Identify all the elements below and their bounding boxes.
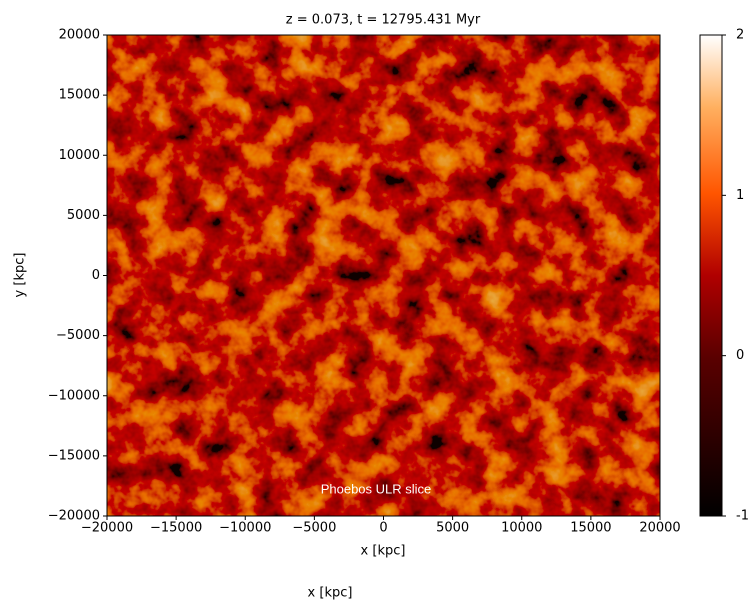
overlay-text: Phoebos ULR slice xyxy=(321,481,432,496)
y-tick-label: 10000 xyxy=(59,148,100,163)
x-tick-label: −10000 xyxy=(219,521,271,536)
colorbar-tick-label: 0 xyxy=(736,348,744,363)
colorbar xyxy=(700,35,722,516)
y-tick-label: 0 xyxy=(92,268,100,283)
density-image xyxy=(107,35,660,516)
colorbar-tick-label: 2 xyxy=(736,28,744,43)
x-tick-label: 0 xyxy=(379,521,387,536)
x-tick-label: 20000 xyxy=(639,521,680,536)
chart-title: z = 0.073, t = 12795.431 Myr xyxy=(286,13,481,28)
y-tick-label: −5000 xyxy=(56,328,100,343)
x-axis-label: x [kpc] xyxy=(361,544,406,559)
y-axis-label: y [kpc] xyxy=(13,253,28,298)
y-tick-label: −15000 xyxy=(48,448,100,463)
y-tick-label: 20000 xyxy=(59,28,100,43)
x-tick-label: 5000 xyxy=(436,521,469,536)
colorbar-tick-label: 1 xyxy=(736,188,744,203)
x-tick-label: 15000 xyxy=(570,521,611,536)
y-tick-label: 15000 xyxy=(59,88,100,103)
page: {"chart_data": {"type": "image", "title"… xyxy=(0,0,752,603)
x-tick-label: −5000 xyxy=(292,521,336,536)
y-tick-label: 5000 xyxy=(67,208,100,223)
y-tick-label: −20000 xyxy=(48,509,100,524)
x-tick-label: −15000 xyxy=(150,521,202,536)
second-x-axis-label: x [kpc] xyxy=(308,586,353,601)
chart: z = 0.073, t = 12795.431 Myr x [kpc] y [… xyxy=(0,0,752,603)
x-tick-label: 10000 xyxy=(501,521,542,536)
y-tick-label: −10000 xyxy=(48,388,100,403)
colorbar-tick-label: -1 xyxy=(736,509,749,524)
